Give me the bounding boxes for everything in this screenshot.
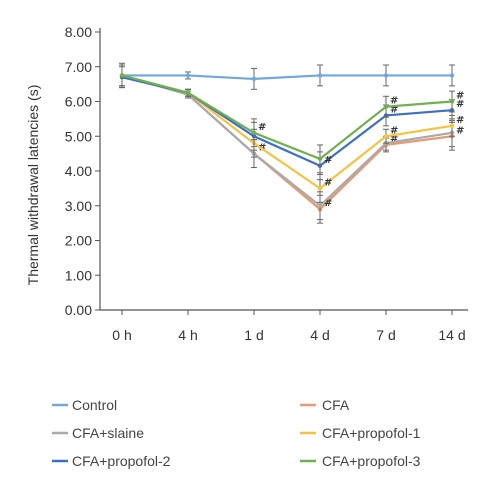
data-point — [449, 99, 455, 104]
y-tick-label: 8.00 — [65, 24, 92, 40]
data-point — [185, 90, 191, 96]
legend-label: CFA+propofol-2 — [72, 453, 171, 469]
data-point — [317, 186, 323, 191]
legend-item: CFA+propofol-1 — [300, 425, 421, 441]
legend-label: CFA+propofol-3 — [322, 453, 421, 469]
y-tick-label: 7.00 — [65, 59, 92, 75]
x-tick-label: 14 d — [438, 327, 465, 343]
data-point — [383, 104, 389, 109]
data-point — [317, 203, 323, 208]
data-point — [383, 73, 389, 78]
series-line — [121, 74, 453, 190]
series-4: ## # — [119, 66, 464, 181]
significance-mark: # — [390, 134, 398, 145]
series-line — [121, 74, 453, 161]
significance-mark: # — [258, 122, 266, 133]
x-ticks: 0 h 4 h 1 d 4 d 7 d 14 d — [112, 310, 466, 343]
data-point — [383, 134, 389, 139]
y-tick-label: 1.00 — [65, 267, 92, 283]
legend-item: CFA+propofol-2 — [52, 453, 171, 469]
axes — [99, 28, 468, 311]
y-tick-label: 4.00 — [65, 163, 92, 179]
data-point — [449, 73, 455, 78]
series-line — [122, 74, 452, 81]
significance-mark: # — [456, 115, 464, 126]
x-tick-label: 7 d — [376, 327, 395, 343]
y-tick-label: 2.00 — [65, 233, 92, 249]
data-point — [449, 123, 455, 129]
y-ticks: 0.00 1.00 2.00 3.00 4.00 5.00 6.00 7.00 8.00 — [65, 24, 100, 318]
significance-mark: # — [324, 198, 332, 209]
y-tick-label: 5.00 — [65, 128, 92, 144]
series-line — [121, 74, 453, 211]
data-point — [317, 156, 323, 162]
series-line — [121, 74, 453, 208]
y-axis-title-group: Thermal withdrawal latencies (s) — [25, 85, 41, 286]
x-tick-label: 4 h — [178, 327, 197, 343]
significance-mark: # — [390, 96, 398, 107]
legend-item: Control — [52, 397, 117, 413]
data-point — [119, 73, 125, 78]
legend-label: Control — [72, 397, 117, 413]
data-point — [317, 73, 323, 78]
series-5: ## # — [119, 64, 464, 174]
y-axis-title: Thermal withdrawal latencies (s) — [25, 85, 41, 286]
legend-label: CFA — [322, 397, 350, 413]
significance-mark: # — [456, 91, 464, 102]
data-point — [185, 73, 191, 78]
legend-item: CFA+slaine — [52, 425, 144, 441]
legend-label: CFA+propofol-1 — [322, 425, 421, 441]
series-group: ######### ### # — [119, 62, 464, 224]
data-point — [251, 130, 257, 135]
legend: Control CFA CFA+slaine CFA+propofol-1 CFA+pr… — [52, 397, 421, 469]
legend-item: CFA+propofol-3 — [300, 453, 421, 469]
significance-mark: # — [324, 177, 332, 188]
x-tick-label: 4 d — [310, 327, 329, 343]
legend-item: CFA — [300, 397, 350, 413]
x-tick-label: 1 d — [244, 327, 263, 343]
significance-mark: # — [456, 99, 464, 110]
legend-label: CFA+slaine — [72, 425, 144, 441]
y-tick-label: 6.00 — [65, 94, 92, 110]
significance-mark: # — [390, 104, 398, 115]
y-tick-label: 3.00 — [65, 198, 92, 214]
y-tick-label: 0.00 — [65, 302, 92, 318]
series-3: ### — [119, 64, 464, 203]
significance-mark: # — [324, 155, 332, 166]
x-tick-label: 0 h — [112, 327, 131, 343]
significance-mark: # — [390, 125, 398, 136]
data-point — [251, 76, 257, 82]
significance-mark: # — [456, 125, 464, 136]
series-0 — [119, 62, 455, 90]
